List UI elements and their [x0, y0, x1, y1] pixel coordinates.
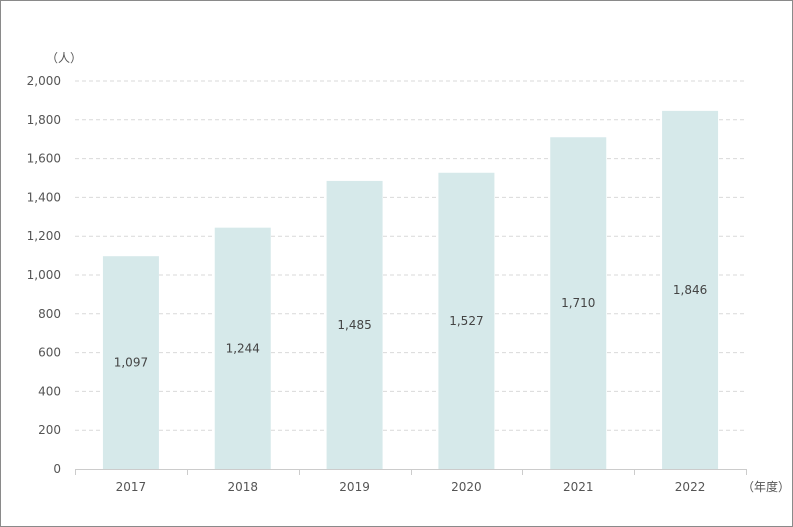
y-tick-label: 1,000 [27, 268, 61, 282]
y-tick-label: 200 [38, 423, 61, 437]
x-axis: 2017 2018 2019 2020 2021 2022 [75, 469, 747, 494]
y-tick-label: 1,800 [27, 113, 61, 127]
y-tick-label: 600 [38, 346, 61, 360]
x-tick-label: 2017 [116, 480, 147, 494]
y-axis-unit: （人） [46, 51, 82, 65]
x-tick-label: 2021 [563, 480, 594, 494]
y-tick-label: 1,200 [27, 229, 61, 243]
data-label: 1,846 [673, 283, 707, 297]
y-tick-label: 800 [38, 307, 61, 321]
data-label: 1,710 [561, 296, 595, 310]
data-label: 1,097 [114, 356, 148, 370]
x-tick-label: 2022 [675, 480, 706, 494]
y-tick-label: 1,600 [27, 152, 61, 166]
y-tick-label: 400 [38, 384, 61, 398]
bar-2017 [102, 256, 159, 469]
bar-2021 [550, 137, 607, 469]
y-tick-label: 0 [53, 462, 61, 476]
gridlines [75, 80, 746, 431]
bar-2019 [326, 180, 383, 469]
y-tick-label: 1,400 [27, 190, 61, 204]
y-tick-label: 2,000 [27, 74, 61, 88]
bar-2020 [438, 172, 495, 469]
x-tick-label: 2019 [339, 480, 370, 494]
x-tick-label: 2018 [227, 480, 258, 494]
bar-2022 [662, 110, 719, 469]
bars: 1,097 1,244 1,485 1,527 1,710 1,846 [102, 110, 719, 469]
x-tick-label: 2020 [451, 480, 482, 494]
bar-2018 [214, 227, 271, 469]
data-label: 1,527 [449, 314, 483, 328]
data-label: 1,244 [226, 341, 260, 355]
y-axis-ticks: 0 200 400 600 800 1,000 1,200 1,400 1,600 1,800 2,… [27, 74, 61, 476]
x-axis-unit: （年度） [742, 479, 790, 494]
data-label: 1,485 [337, 318, 371, 332]
